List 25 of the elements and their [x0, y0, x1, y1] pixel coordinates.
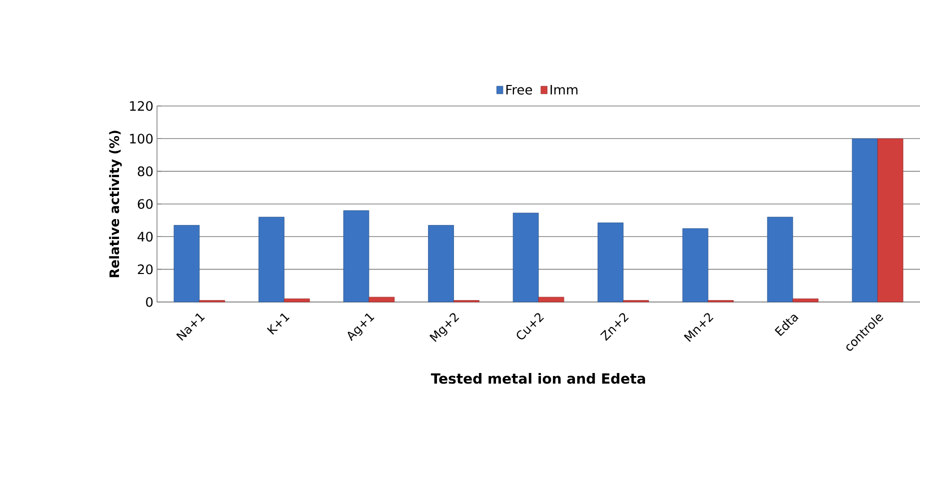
y-tick-label: 20 — [138, 264, 153, 274]
y-tick-label: 100 — [130, 134, 153, 144]
bar — [512, 212, 539, 302]
legend-label: Free — [506, 84, 532, 95]
y-tick-label: 0 — [146, 297, 153, 307]
bar — [258, 216, 284, 302]
y-tick-label: 120 — [130, 101, 153, 111]
bar — [852, 138, 878, 302]
bar — [368, 296, 395, 302]
bar — [767, 216, 794, 302]
y-tick-label: 60 — [138, 199, 153, 209]
bar — [598, 222, 624, 302]
x-axis-title: Tested metal ion and Edeta — [430, 372, 646, 384]
bar — [682, 228, 708, 302]
bar — [877, 138, 904, 302]
bar — [428, 225, 454, 302]
bar — [792, 298, 818, 302]
bar — [343, 210, 370, 302]
y-tick-label: 80 — [138, 166, 153, 176]
legend-label: Imm — [550, 84, 578, 94]
bar — [538, 296, 564, 302]
bar — [284, 298, 310, 302]
y-axis-title: Relative activity (%) — [109, 130, 122, 278]
y-tick-label: 40 — [138, 232, 153, 242]
bar — [174, 225, 200, 302]
